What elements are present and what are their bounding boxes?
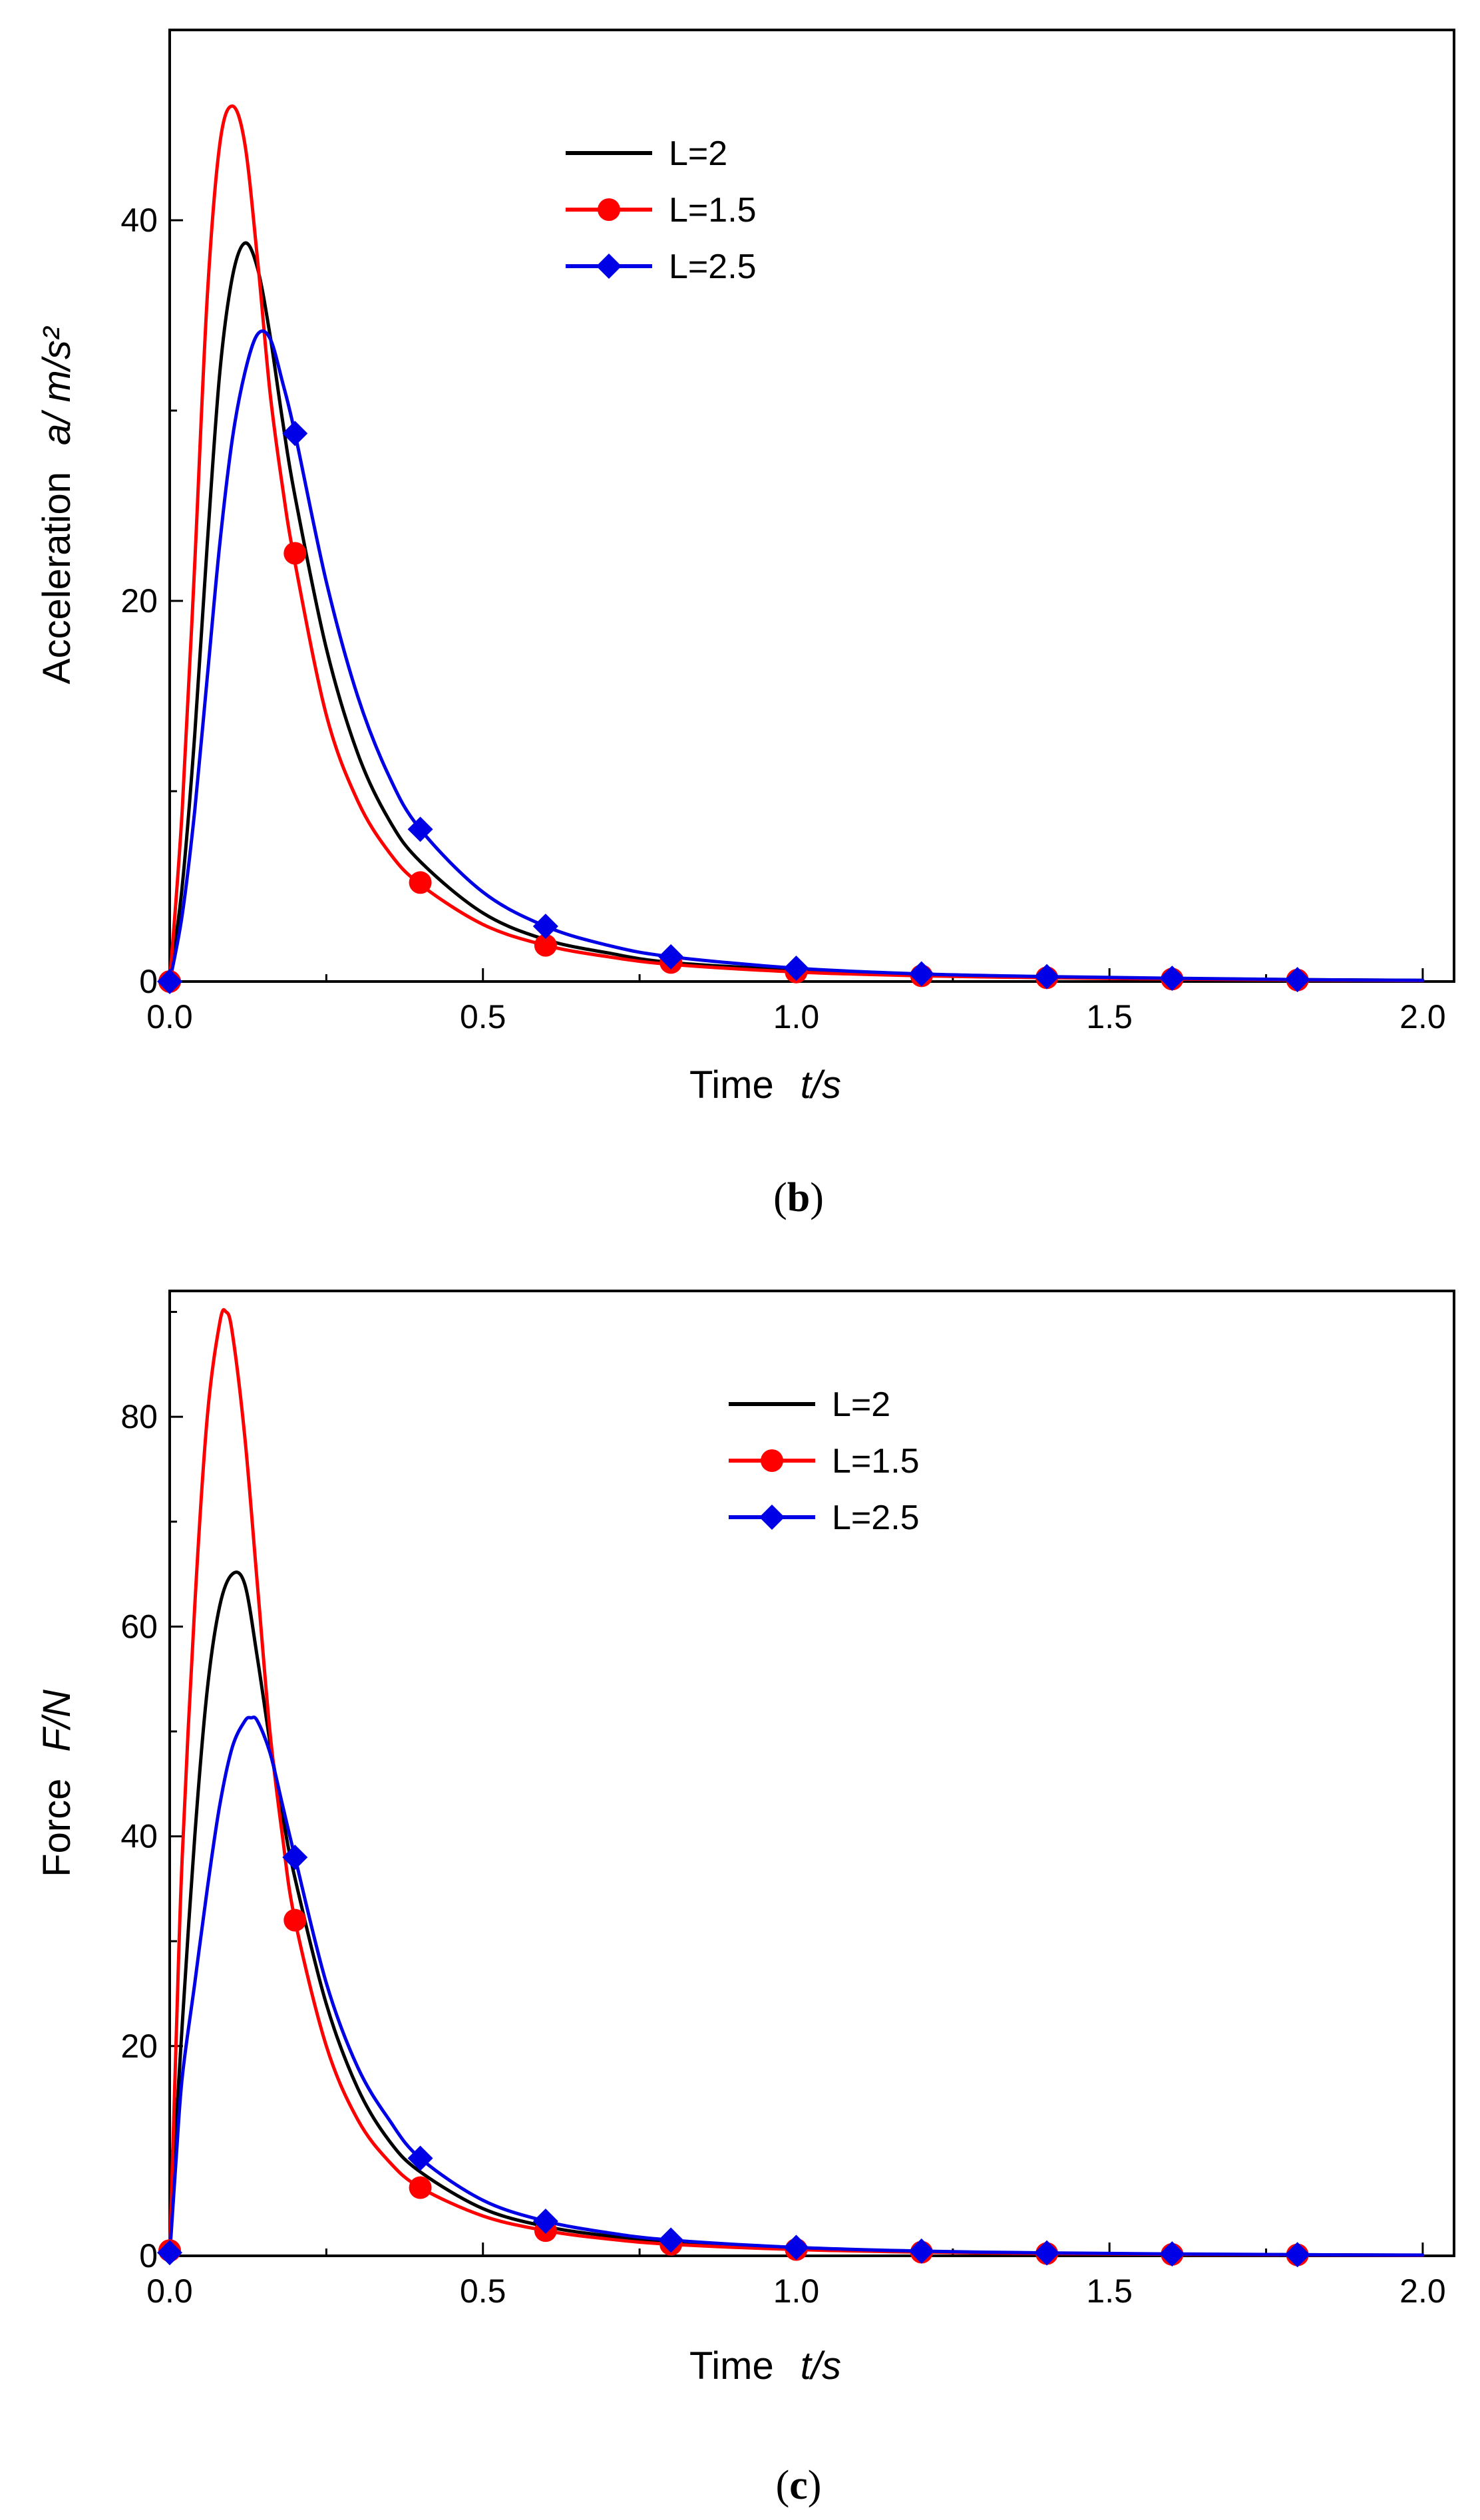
series-line-l-1-5 (168, 104, 1425, 984)
data-point-marker (1159, 966, 1185, 991)
legend-marker (596, 254, 622, 279)
plot-frame (168, 29, 1455, 983)
series-lines (168, 104, 1425, 984)
data-point-marker (534, 934, 557, 957)
data-point-marker (783, 955, 809, 981)
x-tick-label: 1.5 (1086, 2272, 1133, 2310)
x-tick-label: 2.0 (1399, 998, 1446, 1035)
y-tick-label: 40 (120, 1818, 158, 1855)
x-axis-label: Time t/s (689, 1063, 841, 1107)
data-point-marker (409, 871, 432, 894)
data-point-marker (282, 1845, 308, 1871)
x-axis-label: Time t/s (689, 2344, 841, 2388)
x-tick-label: 0.0 (146, 2272, 193, 2310)
legend-label: L=1.5 (669, 191, 757, 230)
y-tick-label: 40 (120, 202, 158, 239)
data-point-marker (532, 2208, 558, 2234)
series-line-l-2-5 (168, 329, 1425, 984)
y-tick-label: 20 (120, 582, 158, 620)
svg-text:(b): (b) (773, 1175, 824, 1220)
x-tick-label: 0.5 (460, 998, 506, 1035)
series-lines (168, 1308, 1425, 2258)
data-point-marker (532, 914, 558, 940)
legend-label: L=2.5 (832, 1499, 920, 1537)
svg-text:(c): (c) (776, 2463, 822, 2508)
series-line-l-1-5 (168, 1308, 1425, 2258)
data-point-marker (1284, 967, 1310, 993)
panel-b-acceleration-chart: 0.0 0.5 1.0 1.5 2.0 0 20 40 L=2 L=1.5 L=2.5 Time t… (35, 29, 1455, 1107)
x-tick-label: 0.0 (146, 998, 193, 1035)
y-tick-label: 0 (139, 2237, 158, 2274)
data-point-marker (908, 2238, 934, 2264)
data-point-marker (282, 421, 308, 447)
series-line-l-2-5 (168, 1715, 1425, 2258)
x-tick-label: 1.5 (1086, 998, 1133, 1035)
y-tick-label: 0 (139, 963, 158, 1000)
axis-ticks: 0.0 0.5 1.0 1.5 2.0 0 20 40 (120, 202, 1445, 1035)
series-line-l-2 (168, 241, 1425, 984)
data-point-marker (1034, 964, 1060, 990)
plot-frame (168, 1290, 1455, 2257)
legend: L=2 L=1.5 L=2.5 (566, 134, 757, 286)
panel-c-force-chart: 0.0 0.5 1.0 1.5 2.0 0 20 40 60 80 L=2 L=1.5 L=2.5 T… (35, 1290, 1455, 2388)
series-line-l-2 (168, 1570, 1425, 2258)
legend-label: L=1.5 (832, 1442, 920, 1481)
data-point-marker (658, 2227, 684, 2253)
legend-marker (759, 1505, 785, 1530)
legend-label: L=2 (669, 134, 727, 173)
y-tick-label: 20 (120, 2028, 158, 2065)
data-point-marker (407, 2145, 433, 2171)
legend: L=2 L=1.5 L=2.5 (729, 1385, 920, 1537)
y-tick-label: 60 (120, 1608, 158, 1645)
caption-c: (c) (776, 2463, 822, 2508)
y-tick-label: 80 (120, 1398, 158, 1435)
data-point-marker (283, 1908, 307, 1932)
data-point-marker (157, 2240, 182, 2266)
data-point-marker (157, 969, 182, 994)
legend-label: L=2 (832, 1385, 890, 1424)
x-tick-label: 1.0 (773, 2272, 820, 2310)
legend-marker (598, 198, 620, 221)
legend-label: L=2.5 (669, 248, 757, 286)
data-point-marker (1284, 2242, 1310, 2268)
series-markers (157, 1845, 1310, 2268)
caption-b: (b) (773, 1175, 824, 1220)
data-point-marker (783, 2235, 809, 2260)
data-point-marker (1159, 2241, 1185, 2267)
data-point-marker (409, 2176, 432, 2199)
series-markers (157, 421, 1310, 994)
data-point-marker (1034, 2240, 1060, 2266)
legend-marker (761, 1449, 783, 1472)
x-tick-label: 0.5 (460, 2272, 506, 2310)
x-tick-label: 1.0 (773, 998, 820, 1035)
data-point-marker (658, 944, 684, 970)
data-point-marker (908, 961, 934, 987)
x-tick-label: 2.0 (1399, 2272, 1446, 2310)
y-axis-label: ForceF/N (35, 1690, 79, 1877)
data-point-marker (407, 816, 433, 842)
y-axis-label: Accelerationa/ m/s² (35, 325, 79, 684)
data-point-marker (283, 542, 307, 565)
